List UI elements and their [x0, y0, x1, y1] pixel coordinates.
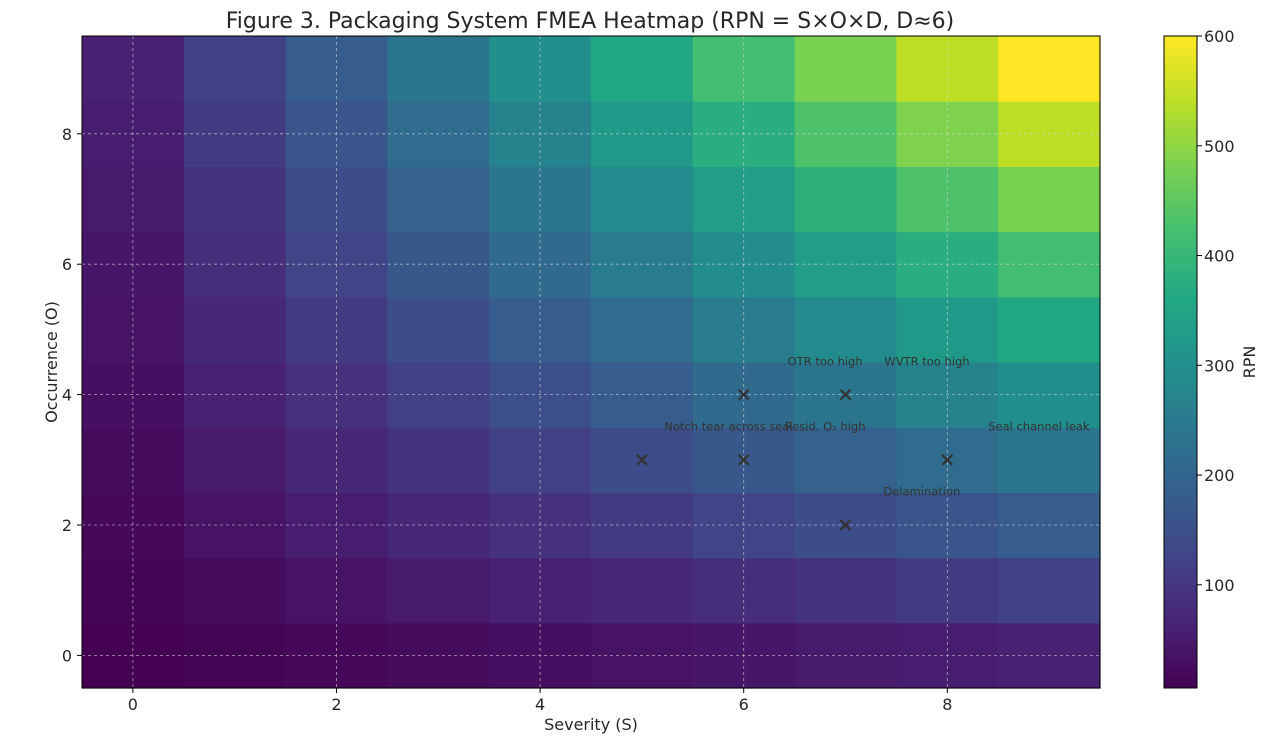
x-tick-label: 0 — [128, 695, 138, 714]
failure-mode-marker — [839, 388, 852, 401]
y-tick-label: 4 — [62, 386, 72, 405]
heatmap-cell — [591, 36, 694, 102]
heatmap-cell — [183, 166, 287, 233]
marker-stroke — [839, 388, 852, 401]
colorbar — [1163, 35, 1198, 689]
marker-stroke — [636, 454, 648, 466]
heatmap-cell — [387, 296, 490, 363]
heatmap-cell — [285, 427, 388, 493]
heatmap-cell — [183, 36, 287, 102]
heatmap-cell — [998, 557, 1101, 624]
y-axis-ticks: 0 2 4 6 8 — [62, 125, 82, 665]
failure-mode-markers — [636, 388, 954, 531]
colorbar-tick-label: 200 — [1204, 466, 1235, 485]
heatmap-cell — [998, 36, 1101, 102]
heatmap-cell — [998, 427, 1101, 493]
failure-mode-annotation: WVTR too high — [884, 354, 969, 368]
y-axis-label: Occurrence (O) — [42, 301, 61, 423]
y-tick-label: 6 — [62, 255, 72, 274]
heatmap-cell — [183, 557, 287, 624]
failure-mode-annotation: OTR too high — [788, 354, 863, 368]
failure-mode-annotation: Resid. O₂ high — [785, 419, 866, 433]
colorbar-tick-label: 600 — [1204, 27, 1235, 46]
failure-mode-marker — [839, 519, 852, 531]
heatmap-cell — [591, 166, 694, 233]
heatmap-cell — [82, 427, 185, 493]
heatmap-cell — [794, 427, 897, 493]
heatmap-cell — [794, 296, 897, 363]
colorbar-tick-label: 300 — [1204, 356, 1235, 375]
heatmap-cell — [387, 36, 490, 102]
heatmap-cell — [998, 296, 1101, 363]
heatmap-cell — [998, 166, 1101, 233]
plot-frame — [81, 35, 1101, 689]
marker-stroke — [737, 388, 750, 401]
failure-mode-marker — [737, 454, 750, 466]
heatmap-cell — [489, 427, 592, 493]
colorbar-ticks: 100 200 300 400 500 600 — [1197, 27, 1235, 595]
failure-mode-annotation: Seal channel leak — [988, 419, 1090, 433]
heatmap-cell — [183, 427, 287, 493]
failure-mode-marker — [941, 454, 954, 466]
x-axis-label: Severity (S) — [544, 715, 638, 734]
chart-title: Figure 3. Packaging System FMEA Heatmap … — [226, 9, 955, 34]
x-tick-label: 4 — [535, 695, 545, 714]
heatmap-cell — [591, 557, 694, 624]
colorbar-label: RPN — [1240, 346, 1259, 379]
marker-stroke — [737, 454, 750, 466]
y-tick-label: 8 — [62, 125, 72, 144]
heatmap-cell — [387, 427, 490, 493]
heatmap-cell — [82, 362, 185, 428]
heatmap-cell — [387, 166, 490, 233]
x-tick-label: 2 — [331, 695, 341, 714]
failure-mode-annotation: Delamination — [883, 485, 960, 499]
failure-mode-annotations: OTR too high WVTR too high Notch tear acro… — [664, 354, 1090, 498]
x-tick-label: 6 — [739, 695, 749, 714]
y-tick-label: 0 — [62, 646, 72, 665]
heatmap-cell — [387, 557, 490, 624]
failure-mode-marker — [737, 388, 750, 401]
x-tick-label: 8 — [942, 695, 952, 714]
heatmap-cell — [183, 296, 287, 363]
heatmap-cell — [794, 166, 897, 233]
colorbar-tick-label: 500 — [1204, 137, 1235, 156]
colorbar-tick-label: 400 — [1204, 247, 1235, 266]
heatmap-cell — [591, 296, 694, 363]
marker-stroke — [839, 519, 852, 531]
failure-mode-marker — [636, 454, 648, 466]
failure-mode-annotation: Notch tear across seal — [664, 419, 792, 433]
y-tick-label: 2 — [62, 516, 72, 535]
x-axis-ticks: 0 2 4 6 8 — [128, 688, 952, 714]
heatmap-cell — [794, 557, 897, 624]
colorbar-tick-label: 100 — [1204, 576, 1235, 595]
heatmap-cell — [794, 36, 897, 102]
marker-stroke — [941, 454, 954, 466]
grid-lines — [82, 36, 1100, 688]
